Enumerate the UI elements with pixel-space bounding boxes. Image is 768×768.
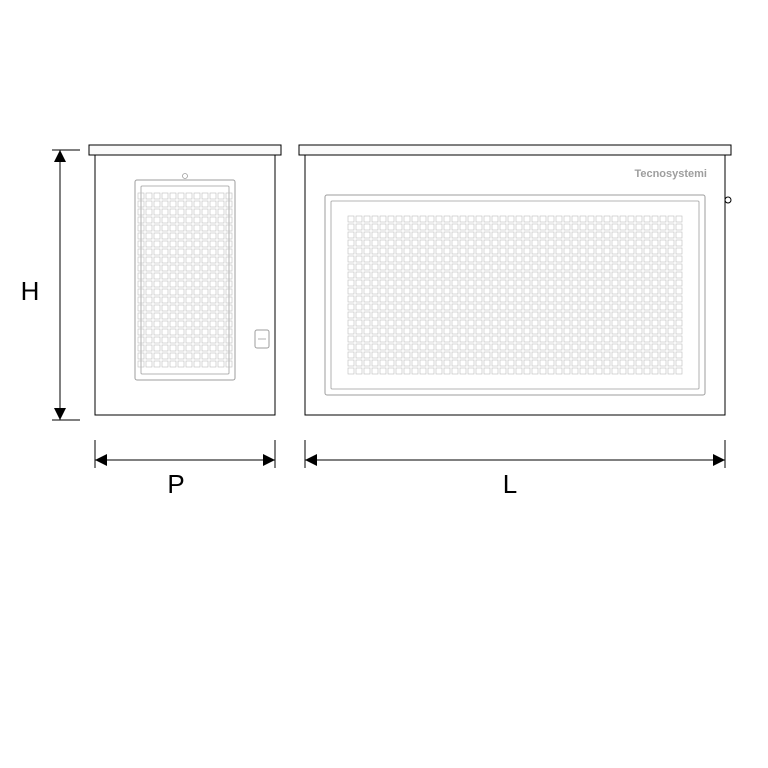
brand-label: Tecnosystemi <box>634 168 707 180</box>
arrow-head <box>713 454 725 466</box>
dimension-label-L: L <box>503 469 517 499</box>
arrow-head <box>305 454 317 466</box>
side-knob <box>725 197 731 203</box>
arrow-head <box>54 408 66 420</box>
side-view <box>89 145 281 415</box>
top-cap <box>299 145 731 155</box>
dimension-label-P: P <box>167 469 184 499</box>
front-view: Tecnosystemi <box>299 145 731 415</box>
arrow-head <box>54 150 66 162</box>
arrow-head <box>263 454 275 466</box>
arrow-head <box>95 454 107 466</box>
grille-frame <box>325 195 705 395</box>
diagram-canvas: Tecnosystemi H P L <box>0 0 768 768</box>
dimension-label-H: H <box>21 276 40 306</box>
grille-frame <box>135 180 235 380</box>
top-cap <box>89 145 281 155</box>
